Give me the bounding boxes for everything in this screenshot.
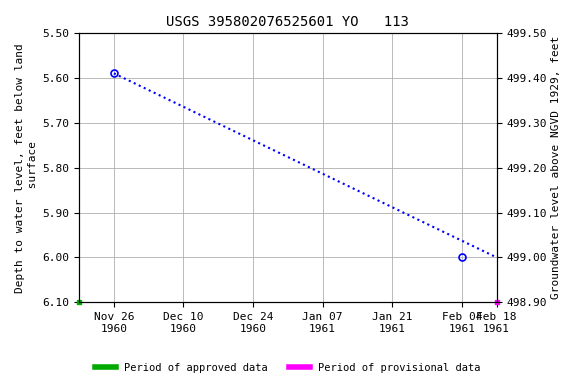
Title: USGS 395802076525601 YO   113: USGS 395802076525601 YO 113: [166, 15, 410, 29]
Legend: Period of approved data, Period of provisional data: Period of approved data, Period of provi…: [91, 359, 485, 377]
Y-axis label: Depth to water level, feet below land
 surface: Depth to water level, feet below land su…: [15, 43, 38, 293]
Y-axis label: Groundwater level above NGVD 1929, feet: Groundwater level above NGVD 1929, feet: [551, 36, 561, 299]
